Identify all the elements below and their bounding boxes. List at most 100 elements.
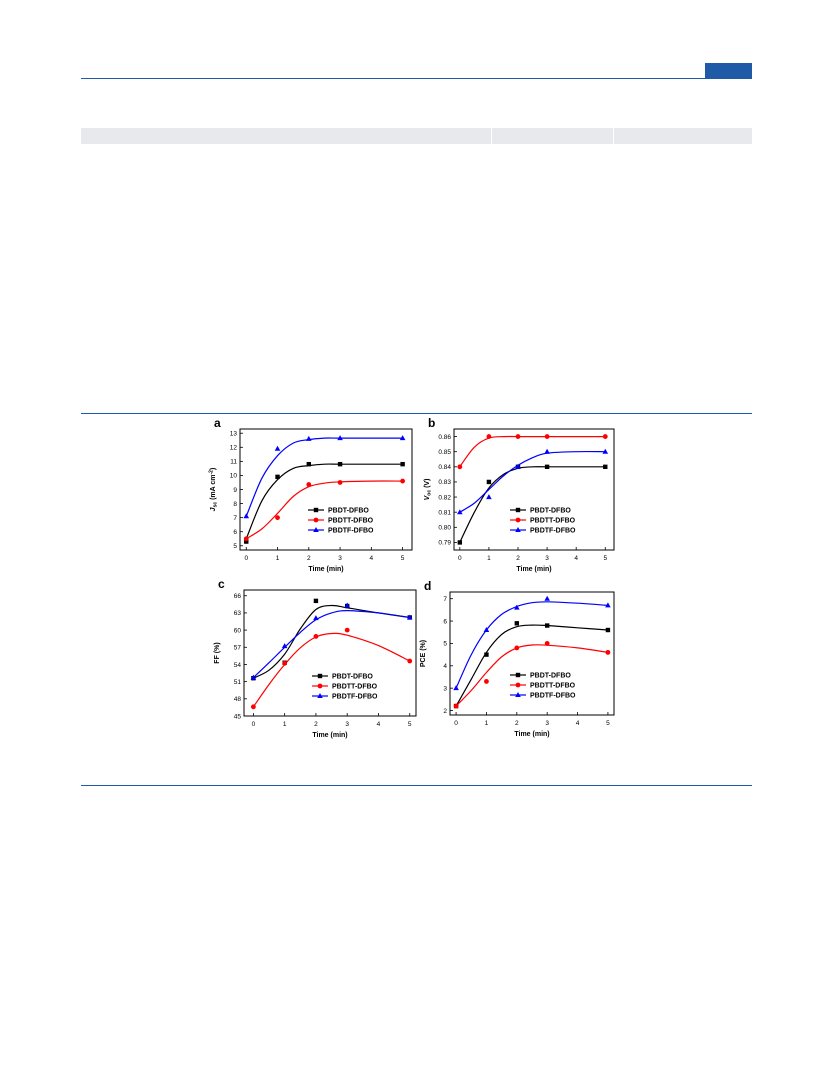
- legend-marker: [515, 692, 521, 697]
- y-tick-label: 3: [443, 685, 447, 692]
- y-tick-label: 0.84: [438, 464, 451, 471]
- data-point: [605, 649, 611, 655]
- chart-panel-b: b 0 1 2 3 4 5 0.79 0.80 0.81 0.82 0.83 0.84 0.85 0.86 T…: [424, 416, 615, 573]
- fit-line: [252, 609, 410, 679]
- legend-label: PBDTT-DFBO: [530, 683, 576, 690]
- data-point: [602, 448, 609, 454]
- legend-marker: [515, 527, 521, 532]
- figure-bottom-rule: [81, 785, 752, 786]
- x-tick-label: 0: [458, 555, 462, 562]
- x-tick-label: 2: [516, 555, 520, 562]
- data-point: [514, 645, 520, 651]
- legend-label: PBDT-DFBO: [530, 673, 571, 680]
- series-pbdtf-dfbo: PBDTF-DFBO: [453, 595, 611, 700]
- fit-line: [245, 437, 403, 517]
- data-point: [344, 602, 350, 608]
- x-tick-label: 4: [370, 555, 374, 562]
- y-tick-label: 10: [230, 473, 238, 480]
- panel-label: c: [218, 577, 225, 591]
- legend-label: PBDTF-DFBO: [530, 528, 576, 535]
- data-point: [250, 704, 256, 710]
- x-tick-label: 2: [314, 721, 318, 728]
- data-point: [407, 658, 413, 664]
- legend-label: PBDTT-DFBO: [332, 684, 378, 691]
- y-axis-label: FF (%): [214, 642, 221, 663]
- x-tick-label: 1: [485, 720, 489, 727]
- y-tick-label: 12: [230, 445, 238, 452]
- y-tick-label: 63: [234, 610, 242, 617]
- x-tick-label: 3: [338, 555, 342, 562]
- series-pbdt-dfbo: PBDT-DFBO: [251, 598, 412, 681]
- data-point: [486, 434, 492, 439]
- data-point: [337, 480, 343, 485]
- data-point: [486, 479, 492, 485]
- y-axis-label: Voc (V): [424, 479, 433, 501]
- y-tick-label: 11: [230, 459, 237, 466]
- fit-line: [455, 624, 608, 707]
- data-point: [605, 602, 611, 608]
- header-badge: [705, 63, 752, 78]
- y-tick-label: 51: [234, 679, 242, 686]
- series-pbdtf-dfbo: PBDTF-DFBO: [457, 448, 609, 535]
- legend-label: PBDTF-DFBO: [328, 528, 374, 535]
- legend-label: PBDTF-DFBO: [332, 694, 378, 701]
- x-tick-label: 0: [454, 720, 458, 727]
- x-axis-label: Time (min): [308, 566, 343, 573]
- chart-panel-d: d 0 1 2 3 4 5 2 3 4 5 6 7 Time (min) PCE (%) PBDT-DFBO P…: [420, 579, 615, 738]
- y-tick-label: 8: [233, 501, 237, 508]
- x-tick-label: 5: [401, 555, 405, 562]
- data-point: [544, 464, 550, 470]
- data-point: [544, 434, 550, 439]
- x-tick-label: 0: [252, 721, 256, 728]
- y-tick-label: 66: [234, 593, 242, 600]
- y-tick-label: 45: [234, 713, 242, 720]
- x-axis-label: Time (min): [514, 731, 549, 738]
- legend-marker: [317, 693, 323, 698]
- y-axis-label: PCE (%): [420, 640, 427, 667]
- data-point: [313, 598, 319, 604]
- x-tick-label: 1: [276, 555, 280, 562]
- data-point: [306, 461, 311, 467]
- data-point: [486, 494, 492, 500]
- legend-marker: [313, 527, 319, 532]
- legend-label: PBDTT-DFBO: [530, 518, 576, 525]
- legend-label: PBDTF-DFBO: [530, 693, 576, 700]
- legend-marker: [313, 517, 319, 523]
- legend-label: PBDTT-DFBO: [328, 518, 374, 525]
- data-point: [275, 474, 280, 480]
- data-point: [514, 604, 520, 610]
- y-tick-label: 0.85: [438, 449, 451, 456]
- plot-frame: [449, 591, 615, 716]
- y-tick-label: 0.81: [438, 509, 451, 516]
- legend-marker: [313, 507, 319, 513]
- y-tick-label: 0.79: [438, 540, 451, 547]
- y-tick-label: 48: [234, 696, 242, 703]
- data-point: [274, 445, 281, 451]
- y-tick-label: 54: [234, 662, 242, 669]
- series-pbdtt-dfbo: PBDTT-DFBO: [243, 478, 406, 542]
- data-point: [484, 679, 489, 684]
- legend-marker: [515, 517, 521, 523]
- data-point: [453, 703, 459, 709]
- legend-label: PBDT-DFBO: [328, 508, 369, 515]
- y-tick-label: 7: [233, 515, 237, 522]
- y-tick-label: 0.86: [438, 434, 451, 441]
- data-point: [605, 627, 611, 633]
- figure-top-rule: [81, 413, 752, 414]
- data-point: [344, 627, 350, 633]
- data-point: [453, 685, 459, 691]
- y-tick-label: 5: [233, 543, 237, 550]
- fit-line: [459, 450, 606, 513]
- data-point: [306, 482, 312, 487]
- series-pbdtt-dfbo: PBDTT-DFBO: [250, 627, 413, 710]
- x-axis-label: Time (min): [312, 732, 347, 739]
- data-point: [602, 434, 608, 439]
- x-tick-label: 0: [244, 555, 248, 562]
- data-point: [400, 461, 405, 467]
- fit-line: [245, 480, 403, 540]
- x-tick-label: 2: [307, 555, 311, 562]
- data-point: [457, 464, 463, 470]
- table-header-bar: [81, 128, 752, 144]
- header-rule: [81, 78, 752, 79]
